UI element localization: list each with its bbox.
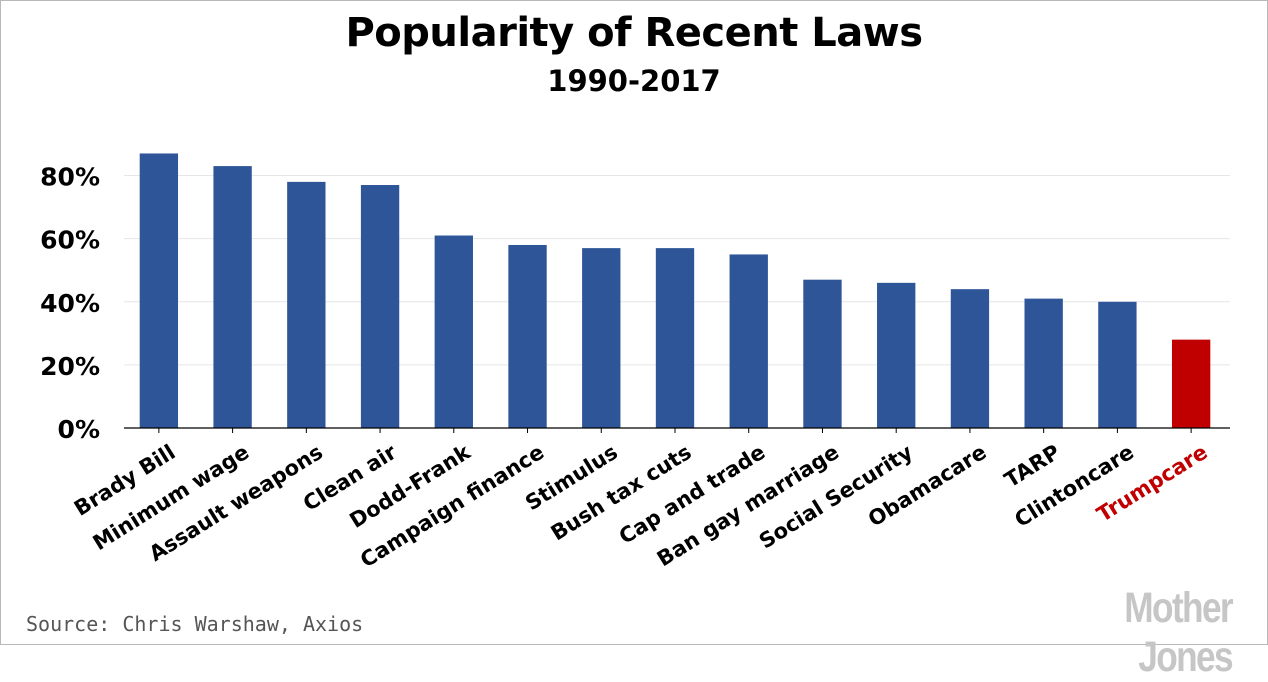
bar-tarp [1024, 298, 1063, 428]
mother-jones-logo: Mother Jones [1124, 584, 1233, 681]
bars [139, 153, 1211, 429]
bar-clean-air [360, 185, 400, 428]
bar-dodd-frank [434, 235, 473, 428]
y-tick-label: 0% [58, 415, 100, 444]
bar-brady-bill [139, 153, 179, 428]
bar-ban-gay-marriage [803, 279, 842, 428]
bar-social-security [877, 282, 916, 428]
bar-campaign-finance [508, 244, 547, 428]
chart-title: Popularity of Recent Laws [345, 10, 923, 56]
bar-stimulus [582, 248, 621, 428]
source-note: Source: Chris Warshaw, Axios [26, 612, 364, 636]
bar-cap-and-trade [729, 254, 768, 428]
bar-clintoncare [1098, 301, 1137, 428]
bar-assault-weapons [287, 181, 326, 428]
bar-obamacare [950, 289, 990, 428]
bar-bush-tax-cuts [655, 248, 695, 428]
y-tick-label: 40% [40, 289, 100, 318]
chart-subtitle: 1990-2017 [547, 64, 721, 98]
y-tick-label: 20% [40, 352, 100, 381]
y-tick-labels: 0% 20% 40% 60% 80% [40, 163, 100, 444]
y-tick-label: 80% [40, 163, 100, 192]
bar-trumpcare [1171, 339, 1211, 428]
bar-minimum-wage [213, 166, 252, 429]
y-tick-label: 60% [40, 226, 100, 255]
